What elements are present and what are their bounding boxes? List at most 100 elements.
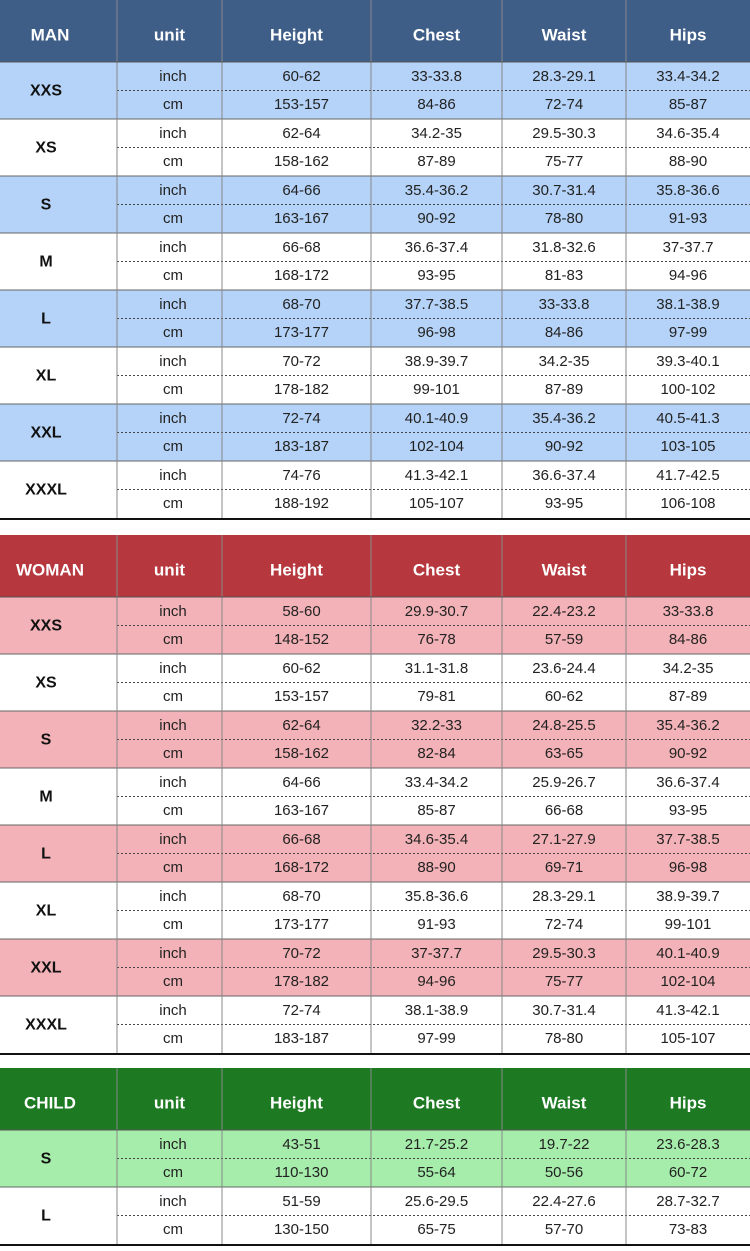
measurement: 37.7-38.5 xyxy=(656,831,719,848)
column-header: Waist xyxy=(542,560,587,579)
column-header: unit xyxy=(154,25,185,44)
measurement: 84-86 xyxy=(417,96,455,113)
column-header: Height xyxy=(270,25,323,44)
column-header: CHILD xyxy=(24,1093,76,1112)
measurement: 73-83 xyxy=(669,1221,707,1238)
size-label: S xyxy=(41,732,52,749)
measurement: 88-90 xyxy=(669,153,707,170)
measurement: 66-68 xyxy=(545,802,583,819)
measurement: 27.1-27.9 xyxy=(532,831,595,848)
measurement: 72-74 xyxy=(545,916,583,933)
size-label: XL xyxy=(36,903,57,920)
measurement: 87-89 xyxy=(417,153,455,170)
measurement: 31.1-31.8 xyxy=(405,660,468,677)
unit-label: cm xyxy=(163,688,183,705)
measurement: 36.6-37.4 xyxy=(405,239,468,256)
measurement: 163-167 xyxy=(274,210,329,227)
measurement: 33-33.8 xyxy=(539,296,590,313)
size-label: XXS xyxy=(30,618,62,635)
measurement: 35.8-36.6 xyxy=(656,182,719,199)
measurement: 102-104 xyxy=(660,973,715,990)
measurement: 72-74 xyxy=(282,410,320,427)
measurement: 173-177 xyxy=(274,916,329,933)
column-header: Hips xyxy=(670,560,707,579)
measurement: 72-74 xyxy=(282,1002,320,1019)
unit-label: inch xyxy=(159,182,187,199)
header-bg xyxy=(0,1068,750,1130)
measurement: 35.8-36.6 xyxy=(405,888,468,905)
size-label: S xyxy=(41,1151,52,1168)
unit-label: cm xyxy=(163,859,183,876)
unit-label: cm xyxy=(163,495,183,512)
size-label: XXL xyxy=(30,960,61,977)
unit-label: cm xyxy=(163,1030,183,1047)
measurement: 91-93 xyxy=(417,916,455,933)
unit-label: cm xyxy=(163,1164,183,1181)
size-label: XS xyxy=(35,140,57,157)
header-bg xyxy=(0,0,750,62)
measurement: 40.1-40.9 xyxy=(405,410,468,427)
unit-label: inch xyxy=(159,603,187,620)
measurement: 183-187 xyxy=(274,1030,329,1047)
measurement: 78-80 xyxy=(545,1030,583,1047)
measurement: 33-33.8 xyxy=(663,603,714,620)
column-header: Height xyxy=(270,560,323,579)
unit-label: cm xyxy=(163,631,183,648)
measurement: 84-86 xyxy=(669,631,707,648)
measurement: 40.1-40.9 xyxy=(656,945,719,962)
measurement: 96-98 xyxy=(669,859,707,876)
size-label: XL xyxy=(36,368,57,385)
measurement: 158-162 xyxy=(274,153,329,170)
measurement: 28.3-29.1 xyxy=(532,68,595,85)
unit-label: cm xyxy=(163,745,183,762)
measurement: 99-101 xyxy=(665,916,712,933)
measurement: 63-65 xyxy=(545,745,583,762)
measurement: 60-62 xyxy=(282,660,320,677)
measurement: 93-95 xyxy=(417,267,455,284)
unit-label: inch xyxy=(159,1193,187,1210)
measurement: 94-96 xyxy=(669,267,707,284)
size-label: M xyxy=(39,254,52,271)
size-label: XXXL xyxy=(25,482,67,499)
measurement: 38.1-38.9 xyxy=(656,296,719,313)
unit-label: inch xyxy=(159,296,187,313)
measurement: 21.7-25.2 xyxy=(405,1136,468,1153)
measurement: 66-68 xyxy=(282,239,320,256)
measurement: 88-90 xyxy=(417,859,455,876)
unit-label: cm xyxy=(163,96,183,113)
measurement: 34.6-35.4 xyxy=(405,831,468,848)
measurement: 57-70 xyxy=(545,1221,583,1238)
measurement: 81-83 xyxy=(545,267,583,284)
measurement: 38.1-38.9 xyxy=(405,1002,468,1019)
size-label: S xyxy=(41,197,52,214)
measurement: 72-74 xyxy=(545,96,583,113)
measurement: 148-152 xyxy=(274,631,329,648)
measurement: 30.7-31.4 xyxy=(532,182,595,199)
measurement: 168-172 xyxy=(274,267,329,284)
measurement: 178-182 xyxy=(274,973,329,990)
measurement: 37-37.7 xyxy=(663,239,714,256)
measurement: 28.3-29.1 xyxy=(532,888,595,905)
measurement: 153-157 xyxy=(274,688,329,705)
unit-label: cm xyxy=(163,267,183,284)
measurement: 173-177 xyxy=(274,324,329,341)
measurement: 40.5-41.3 xyxy=(656,410,719,427)
measurement: 34.2-35 xyxy=(663,660,714,677)
measurement: 62-64 xyxy=(282,125,320,142)
measurement: 110-130 xyxy=(275,1164,329,1181)
unit-label: cm xyxy=(163,973,183,990)
measurement: 79-81 xyxy=(417,688,455,705)
unit-label: inch xyxy=(159,1002,187,1019)
measurement: 85-87 xyxy=(669,96,707,113)
measurement: 84-86 xyxy=(545,324,583,341)
measurement: 75-77 xyxy=(545,153,583,170)
size-label: XXL xyxy=(30,425,61,442)
measurement: 74-76 xyxy=(282,467,320,484)
measurement: 178-182 xyxy=(274,381,329,398)
measurement: 33-33.8 xyxy=(411,68,462,85)
size-label: XXS xyxy=(30,83,62,100)
measurement: 43-51 xyxy=(282,1136,320,1153)
measurement: 183-187 xyxy=(274,438,329,455)
unit-label: inch xyxy=(159,1136,187,1153)
